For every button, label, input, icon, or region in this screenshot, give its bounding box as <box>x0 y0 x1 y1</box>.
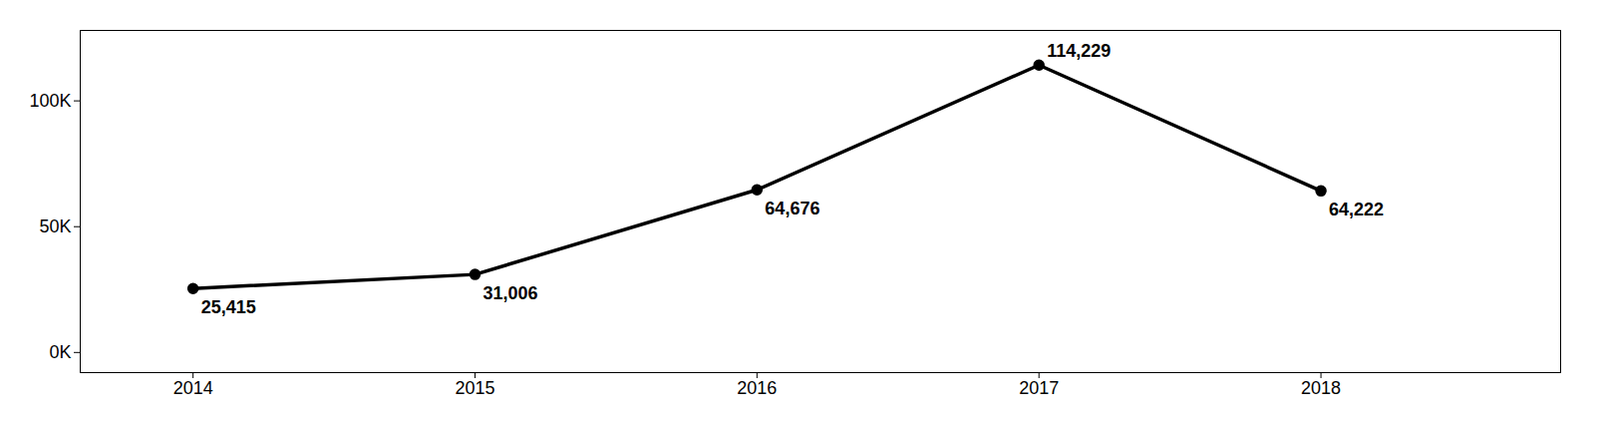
svg-text:2015: 2015 <box>454 377 495 398</box>
svg-text:2018: 2018 <box>1300 377 1341 398</box>
svg-text:50K: 50K <box>38 216 71 237</box>
svg-text:2017: 2017 <box>1018 377 1059 398</box>
svg-text:0K: 0K <box>48 341 71 362</box>
svg-text:31,006: 31,006 <box>483 283 539 304</box>
svg-text:2016: 2016 <box>736 377 777 398</box>
svg-text:2014: 2014 <box>173 377 214 398</box>
svg-text:114,229: 114,229 <box>1046 40 1111 61</box>
svg-text:64,222: 64,222 <box>1328 199 1384 220</box>
svg-text:64,676: 64,676 <box>764 198 820 219</box>
svg-text:100K: 100K <box>28 90 71 111</box>
svg-text:25,415: 25,415 <box>201 297 257 318</box>
